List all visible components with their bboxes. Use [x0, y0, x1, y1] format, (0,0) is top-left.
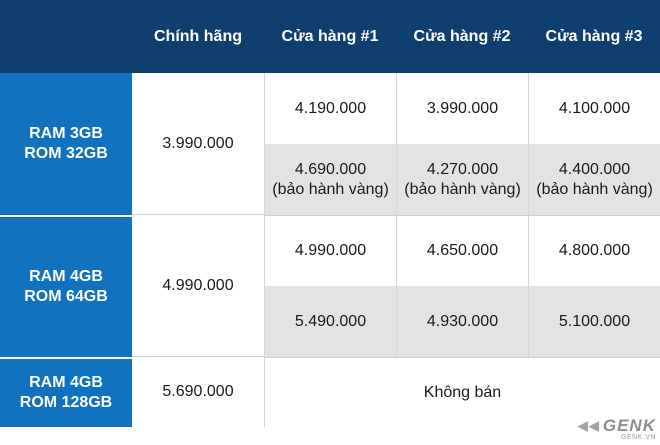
header-store-1: Cửa hàng #1 [264, 0, 396, 73]
store2-gold-price: 4.270.000 (bảo hành vàng) [396, 144, 528, 215]
header-store-2: Cửa hàng #2 [396, 0, 528, 73]
store2-price: 3.990.000 [396, 73, 528, 144]
price-value: 4.400.000 [558, 160, 631, 178]
row-label-line2: ROM 32GB [24, 145, 108, 162]
store1-price: 4.190.000 [264, 73, 396, 144]
row-label-line2: ROM 128GB [19, 394, 113, 411]
store1-price: 4.990.000 [264, 215, 396, 286]
not-sold-cell: Không bán [264, 357, 660, 427]
row-label-ram4-rom64: RAM 4GB ROM 64GB [0, 215, 132, 357]
store2-price: 4.650.000 [396, 215, 528, 286]
gold-warranty-note: (bảo hành vàng) [272, 180, 389, 198]
row-label-line2: ROM 64GB [24, 288, 108, 305]
header-official: Chính hãng [132, 0, 264, 73]
store3-gold-price: 5.100.000 [528, 286, 660, 357]
chevrons-icon: ◀◀ [577, 418, 600, 433]
official-price: 4.990.000 [132, 215, 264, 357]
header-store-3: Cửa hàng #3 [528, 0, 660, 73]
store2-gold-price: 4.930.000 [396, 286, 528, 357]
price-value: 4.690.000 [294, 160, 367, 178]
row-label-ram3-rom32: RAM 3GB ROM 32GB [0, 73, 132, 215]
site-name: GENK.VN [620, 434, 656, 441]
brand-name: GENK [602, 416, 656, 435]
official-price: 3.990.000 [132, 73, 264, 215]
store3-gold-price: 4.400.000 (bảo hành vàng) [528, 144, 660, 215]
store1-gold-price: 4.690.000 (bảo hành vàng) [264, 144, 396, 215]
header-corner-cell [0, 0, 132, 73]
genk-logo: ◀◀ GENK [578, 416, 656, 436]
store3-price: 4.800.000 [528, 215, 660, 286]
gold-warranty-note: (bảo hành vàng) [404, 180, 521, 198]
gold-warranty-note: (bảo hành vàng) [536, 180, 653, 198]
price-value: 4.270.000 [426, 160, 499, 178]
row-label-line1: RAM 3GB [29, 125, 103, 142]
genk-watermark: ◀◀ GENK GENK.VN [578, 416, 656, 441]
price-comparison-table: Chính hãng Cửa hàng #1 Cửa hàng #2 Cửa h… [0, 0, 660, 427]
store3-price: 4.100.000 [528, 73, 660, 144]
row-label-line1: RAM 4GB [29, 268, 103, 285]
row-label-ram4-rom128: RAM 4GB ROM 128GB [0, 357, 132, 427]
row-label-line1: RAM 4GB [29, 374, 103, 391]
store1-gold-price: 5.490.000 [264, 286, 396, 357]
official-price: 5.690.000 [132, 357, 264, 427]
